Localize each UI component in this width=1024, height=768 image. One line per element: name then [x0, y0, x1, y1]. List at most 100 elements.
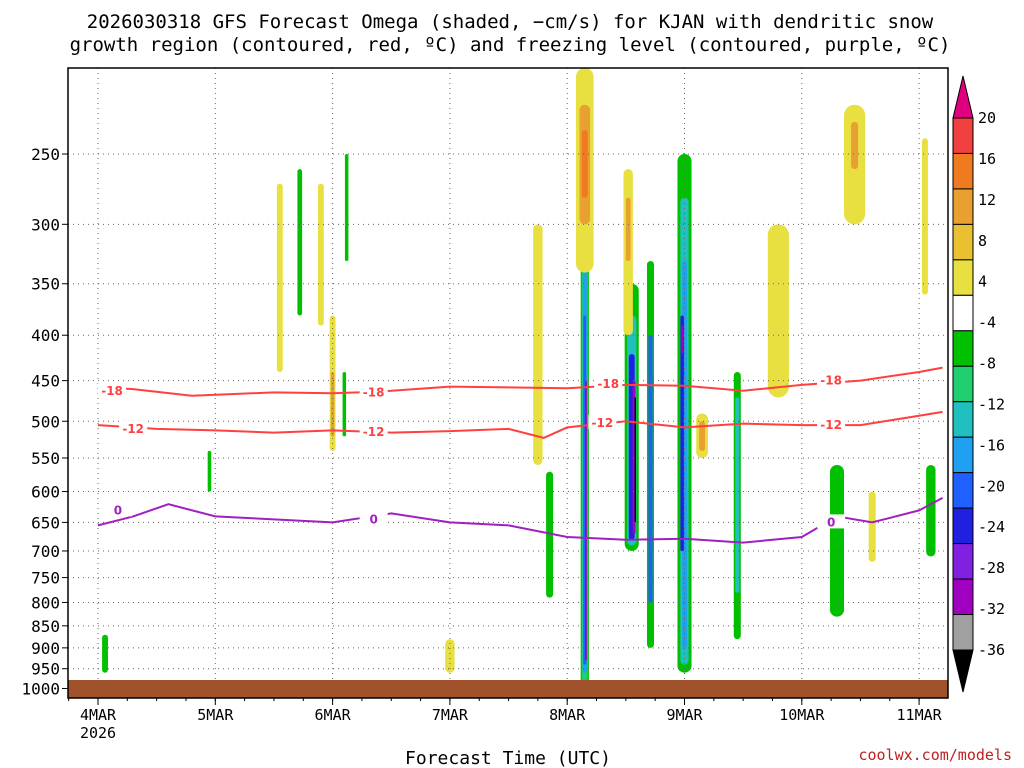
contour-label-bg [817, 514, 846, 529]
x-tick-label: 7MAR [432, 706, 469, 724]
colorbar-label: 16 [978, 150, 996, 168]
colorbar-label: -4 [978, 314, 996, 332]
contour-label-bg [359, 511, 388, 526]
contour-label: 0 [827, 515, 835, 529]
omega-region-36 [868, 491, 876, 562]
chart-title-line1: 2026030318 GFS Forecast Omega (shaded, −… [87, 11, 934, 33]
colorbar-label: -16 [978, 436, 1005, 454]
omega-region-26 [330, 371, 335, 437]
colorbar-label: -32 [978, 600, 1005, 618]
temperature-contours: -18 -18 -18 -18 -12 -12 -12 -12 0 0 0 [97, 366, 944, 544]
contour-label: -12 [820, 418, 842, 432]
colorbar-label: 20 [978, 109, 996, 127]
colorbar-box [952, 294, 974, 332]
omega-region-43 [546, 471, 554, 598]
x-axis-label: Forecast Time (UTC) [405, 748, 611, 768]
contour-label: -12 [363, 425, 385, 439]
omega-region-32 [767, 224, 789, 398]
colorbar-box [952, 543, 974, 580]
x-tick-sublabel: 2026 [80, 724, 116, 742]
omega-region-30 [297, 169, 303, 316]
contour-label-bg [359, 423, 388, 438]
colorbar-label: 8 [978, 232, 987, 250]
colorbar-label: -28 [978, 559, 1005, 577]
colorbar-label: -24 [978, 518, 1005, 536]
colorbar-label: -20 [978, 477, 1005, 495]
omega-region-35 [829, 464, 845, 617]
y-tick-label: 600 [31, 483, 60, 502]
omega-region-23 [625, 197, 631, 262]
x-tick-label: 9MAR [666, 706, 703, 724]
colorbar-box [952, 578, 974, 616]
colorbar-label: -36 [978, 641, 1005, 659]
y-tick-label: 400 [31, 326, 60, 345]
colorbar-box [952, 330, 974, 367]
colorbar: 20 16 12 8 4 -4 -8 -12 -16 -20 -24 -28 -32 -36 [952, 75, 1005, 693]
omega-region-11 [648, 335, 653, 603]
ground-terrain [68, 680, 948, 698]
omega-shading [102, 68, 936, 685]
colorbar-box [952, 152, 974, 190]
colorbar-box [952, 401, 974, 438]
x-tick-label: 4MAR [80, 706, 117, 724]
omega-region-24 [533, 224, 543, 465]
omega-region-44 [207, 450, 212, 492]
contour-label: 0 [114, 503, 122, 517]
contour-label: 0 [369, 512, 377, 526]
y-tick-label: 750 [31, 569, 60, 588]
plot-frame [67, 67, 949, 699]
omega-region-41 [102, 634, 108, 673]
colorbar-box [952, 223, 974, 261]
y-tick-label: 250 [31, 145, 60, 164]
x-tick-label: 10MAR [779, 706, 825, 724]
y-tick-label: 700 [31, 542, 60, 561]
colorbar-box [952, 188, 974, 225]
colorbar-box [952, 472, 974, 509]
contour-label-bg [594, 376, 623, 391]
colorbar-label: -8 [978, 355, 996, 373]
contour-label-bg [817, 417, 846, 432]
omega-region-42 [445, 639, 455, 673]
omega-region-31 [344, 154, 349, 262]
y-tick-label: 1000 [21, 679, 60, 698]
omega-region-16 [681, 325, 684, 355]
colorbar-box [952, 436, 974, 474]
omega-region-9 [634, 397, 636, 523]
y-tick-label: 500 [31, 412, 60, 431]
contour-label: -18 [820, 374, 842, 388]
y-tick-label: 350 [31, 275, 60, 294]
colorbar-box [952, 117, 974, 154]
x-tick-label: 6MAR [315, 706, 352, 724]
colorbar-label: 12 [978, 191, 996, 209]
contour-label-bg [103, 502, 132, 517]
omega-region-27 [276, 183, 283, 372]
y-tick-label: 800 [31, 593, 60, 612]
colorbar-cap-top [952, 75, 974, 119]
y-tick-label: 450 [31, 372, 60, 391]
y-axis: 250 300 350 400 450 500 550 600 650 700 750 800 850 9… [21, 145, 68, 698]
colorbar-cap-bottom [952, 649, 974, 693]
contour-label: -18 [363, 385, 385, 399]
contour-label-bg [119, 420, 148, 435]
contour-label: -18 [597, 377, 619, 391]
contour-label: -12 [122, 422, 144, 436]
chart-title-line2: growth region (contoured, red, ºC) and f… [70, 34, 951, 56]
omega-region-38 [922, 138, 928, 295]
y-tick-label: 550 [31, 449, 60, 468]
contour-label-bg [588, 414, 617, 429]
contour-label-bg [98, 382, 127, 397]
y-tick-label: 650 [31, 513, 60, 532]
colorbar-box [952, 614, 974, 651]
y-tick-label: 850 [31, 617, 60, 636]
x-tick-label: 11MAR [897, 706, 943, 724]
colorbar-box [952, 365, 974, 403]
credit-link[interactable]: coolwx.com/models [858, 746, 1012, 764]
omega-region-21 [581, 130, 588, 198]
omega-region-18 [735, 397, 740, 593]
contour-label: -12 [592, 416, 614, 430]
omega-region-15 [680, 315, 684, 551]
colorbar-box [952, 507, 974, 545]
x-tick-label: 8MAR [549, 706, 586, 724]
